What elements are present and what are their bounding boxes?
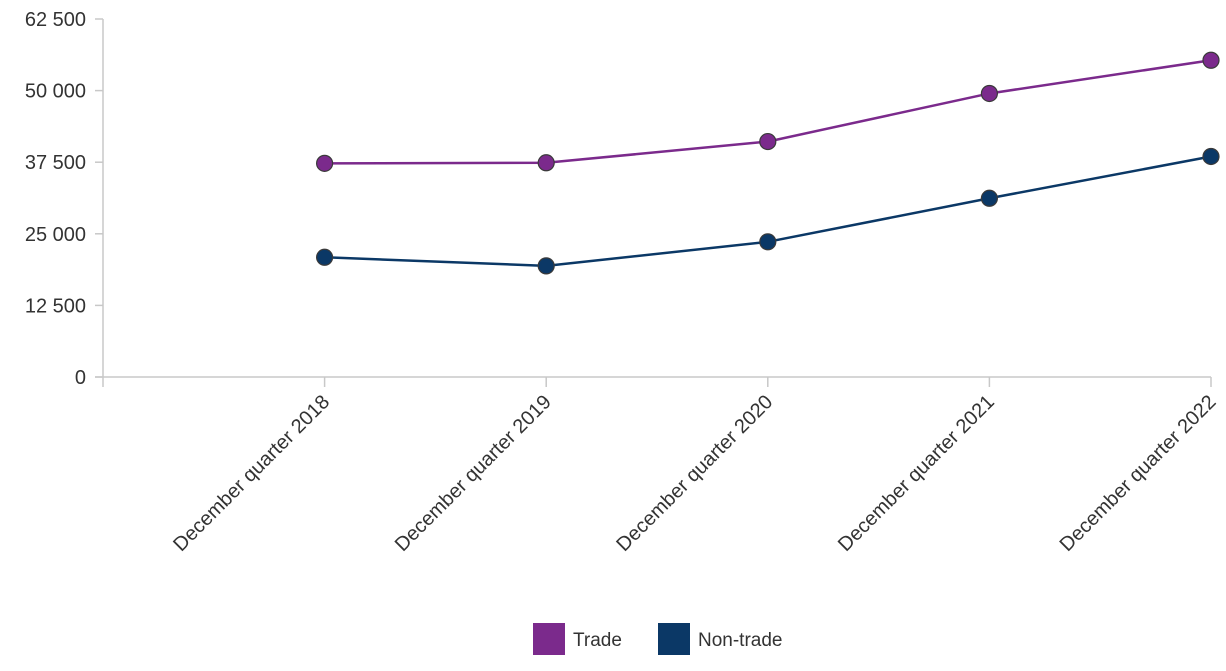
y-tick-label: 25 000 — [25, 224, 86, 246]
data-point[interactable] — [1202, 147, 1220, 166]
data-point[interactable] — [316, 154, 334, 172]
y-tick-label: 37 500 — [25, 152, 86, 174]
data-point[interactable] — [1202, 51, 1220, 69]
legend-swatch — [658, 623, 690, 655]
y-tick-label: 50 000 — [25, 81, 86, 103]
data-point[interactable] — [759, 132, 777, 151]
data-point[interactable] — [759, 233, 777, 251]
y-tick-label: 62 500 — [25, 9, 86, 31]
legend-label[interactable]: Trade — [573, 630, 622, 651]
legend-label[interactable]: Non-trade — [698, 630, 783, 651]
x-tick-label: December quarter 2020 — [612, 391, 777, 556]
series-points — [316, 51, 1220, 275]
x-tick-label: December quarter 2019 — [391, 391, 556, 556]
legend-swatch — [533, 623, 565, 655]
legend: Trade Non-trade — [533, 623, 783, 655]
data-point[interactable] — [980, 189, 999, 207]
data-point[interactable] — [980, 84, 999, 103]
chart-axes — [95, 18, 1212, 387]
data-point[interactable] — [537, 257, 555, 275]
y-tick-label: 12 500 — [25, 295, 86, 317]
y-tick-label: 0 — [75, 367, 86, 389]
data-point[interactable] — [316, 248, 334, 266]
x-tick-label: December quarter 2021 — [834, 391, 999, 556]
x-tick-label: December quarter 2022 — [1056, 391, 1221, 556]
x-tick-label: December quarter 2018 — [169, 391, 334, 556]
data-point[interactable] — [537, 154, 555, 172]
y-axis-tick-labels: 0 12 500 25 000 37 500 50 000 62 500 — [25, 9, 86, 389]
x-axis-tick-labels: December quarter 2018 December quarter 20… — [169, 391, 1220, 556]
